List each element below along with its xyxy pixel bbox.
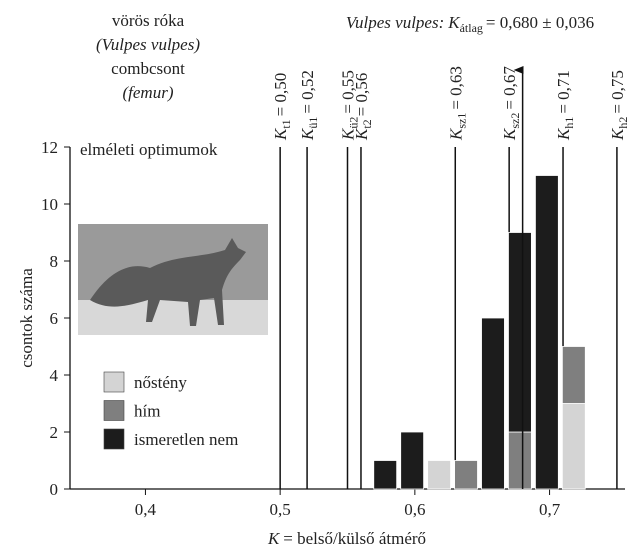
optimum-label: Kt1 = 0,50 — [271, 73, 293, 141]
x-tick-label: 0,7 — [539, 500, 561, 519]
k-symbol: K — [298, 127, 317, 141]
k-symbol: K — [554, 127, 573, 141]
optimum-label: Kh2 = 0,75 — [608, 70, 627, 141]
legend-swatch — [103, 371, 125, 393]
mean-species: Vulpes vulpes: — [346, 13, 444, 32]
legend-label: hím — [134, 402, 160, 421]
bar-segment — [535, 175, 559, 490]
k-text: = 0,55 — [339, 70, 358, 114]
species-name: vörös róka — [112, 11, 185, 30]
k-subscript: h1 — [562, 117, 576, 129]
k-text: = 0,50 — [271, 73, 290, 117]
x-tick-label: 0,4 — [135, 500, 157, 519]
k-symbol: K — [352, 127, 371, 141]
k-subscript: sz1 — [454, 113, 468, 129]
mean-text: = 0,680 ± 0,036 — [486, 13, 594, 32]
bar-segment — [561, 346, 586, 404]
x-tick-label: 0,5 — [270, 500, 291, 519]
k-symbol: K — [446, 127, 465, 141]
optimum-label: Kü1 = 0,52 — [298, 70, 320, 141]
legend-label: ismeretlen nem — [134, 430, 238, 449]
k-symbol: K — [500, 127, 519, 141]
y-tick-label: 8 — [50, 252, 59, 271]
x-label-symbol: K — [267, 529, 281, 548]
bar-segment — [373, 460, 398, 490]
y-tick-label: 0 — [50, 480, 59, 499]
mean-symbol: K — [447, 13, 461, 32]
optimum-label: Kh1 = 0,71 — [554, 70, 576, 141]
k-subscript: ü2 — [347, 117, 361, 129]
k-subscript: ü1 — [306, 117, 320, 129]
k-subscript: t1 — [279, 119, 293, 128]
y-tick-label: 4 — [50, 366, 59, 385]
k-subscript: t2 — [360, 119, 374, 128]
legend-swatch — [103, 428, 125, 450]
k-text: = 0,71 — [554, 70, 573, 114]
x-tick-label: 0,6 — [404, 500, 425, 519]
mean-subscript: átlag — [460, 21, 483, 35]
y-tick-label: 6 — [50, 309, 59, 328]
k-text: = 0,52 — [298, 70, 317, 114]
k-text: = 0,75 — [608, 70, 627, 114]
k-symbol: K — [339, 127, 358, 141]
bar-segment — [508, 431, 532, 490]
optimum-label: Ksz2 = 0,67 — [500, 66, 522, 141]
x-label-text: = belső/külső átmérő — [283, 529, 426, 548]
bar-segment — [508, 232, 532, 433]
bar-segment — [454, 460, 478, 490]
bar-segment — [481, 317, 505, 490]
k-text: = 0,56 — [352, 73, 371, 117]
y-axis-label: csontok száma — [17, 268, 36, 368]
optimum-label: Kü2 = 0,55 — [339, 70, 361, 141]
optimum-label: Ksz1 = 0,63 — [446, 66, 468, 141]
bone-latin: (femur) — [123, 83, 174, 102]
legend-label: nőstény — [134, 373, 187, 392]
y-tick-label: 10 — [41, 195, 58, 214]
optimum-label: Kt2 = 0,56 — [352, 73, 374, 141]
bar-segment — [400, 431, 425, 490]
y-tick-label: 2 — [50, 423, 59, 442]
optimum-caption: elméleti optimumok — [80, 140, 218, 159]
bar-segment — [427, 460, 451, 490]
x-axis-label: K = belső/külső átmérő — [267, 529, 426, 548]
k-symbol: K — [608, 127, 627, 141]
mean-annotation: Vulpes vulpes: Kátlag = 0,680 ± 0,036 — [346, 13, 594, 35]
fox-photo — [78, 224, 268, 335]
bone-name: combcsont — [111, 59, 185, 78]
k-subscript: sz2 — [508, 113, 522, 129]
bar-segment — [561, 403, 586, 490]
legend-swatch — [103, 400, 125, 421]
k-symbol: K — [271, 127, 290, 141]
k-subscript: h2 — [616, 117, 627, 129]
k-text: = 0,67 — [500, 66, 519, 110]
species-latin: (Vulpes vulpes) — [96, 35, 200, 54]
y-tick-label: 12 — [41, 138, 58, 157]
k-text: = 0,63 — [446, 66, 465, 110]
